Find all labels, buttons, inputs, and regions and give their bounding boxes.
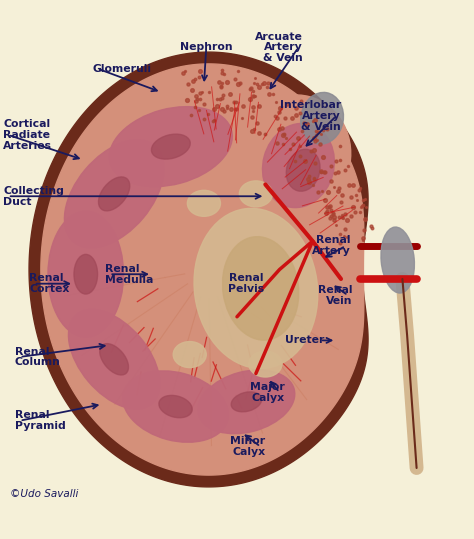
Ellipse shape — [74, 254, 98, 294]
Text: Renal
Pelvis: Renal Pelvis — [228, 273, 264, 294]
Ellipse shape — [48, 211, 124, 337]
Ellipse shape — [381, 227, 414, 293]
Text: Renal
Pyramid: Renal Pyramid — [15, 410, 65, 431]
Ellipse shape — [239, 181, 273, 207]
Ellipse shape — [64, 140, 164, 248]
Ellipse shape — [159, 396, 192, 418]
Ellipse shape — [100, 343, 128, 375]
Ellipse shape — [173, 342, 206, 368]
Text: ©Udo Savalli: ©Udo Savalli — [10, 489, 79, 499]
Ellipse shape — [194, 209, 318, 369]
Text: Renal
Medulla: Renal Medulla — [105, 264, 153, 285]
Ellipse shape — [301, 92, 344, 144]
Text: Renal
Cortex: Renal Cortex — [29, 273, 69, 294]
Text: Major
Calyx: Major Calyx — [249, 382, 284, 403]
Ellipse shape — [263, 123, 334, 208]
Ellipse shape — [237, 95, 351, 217]
Text: Renal
Column: Renal Column — [15, 347, 61, 368]
Text: Interlobar
Artery
& Vein: Interlobar Artery & Vein — [280, 100, 341, 132]
Text: Cortical
Radiate
Arteries: Cortical Radiate Arteries — [3, 119, 52, 150]
Ellipse shape — [151, 134, 190, 159]
Text: Ureter: Ureter — [285, 335, 324, 345]
Polygon shape — [29, 52, 368, 487]
Ellipse shape — [187, 190, 220, 216]
Ellipse shape — [68, 309, 160, 409]
Text: Renal
Artery: Renal Artery — [312, 236, 350, 256]
Text: Nephron: Nephron — [180, 43, 233, 52]
Text: Renal
Vein: Renal Vein — [318, 285, 353, 306]
Text: Arcuate
Artery
& Vein: Arcuate Artery & Vein — [255, 32, 303, 63]
Polygon shape — [41, 64, 364, 475]
Text: Minor
Calyx: Minor Calyx — [230, 437, 265, 457]
Ellipse shape — [109, 107, 232, 186]
Ellipse shape — [123, 371, 228, 443]
Ellipse shape — [249, 351, 282, 377]
Ellipse shape — [198, 370, 295, 434]
Ellipse shape — [222, 237, 299, 340]
Ellipse shape — [286, 149, 320, 191]
Ellipse shape — [231, 392, 262, 412]
Ellipse shape — [99, 177, 130, 211]
Text: Collecting
Duct: Collecting Duct — [3, 186, 64, 206]
Text: Glomeruli: Glomeruli — [93, 64, 152, 74]
